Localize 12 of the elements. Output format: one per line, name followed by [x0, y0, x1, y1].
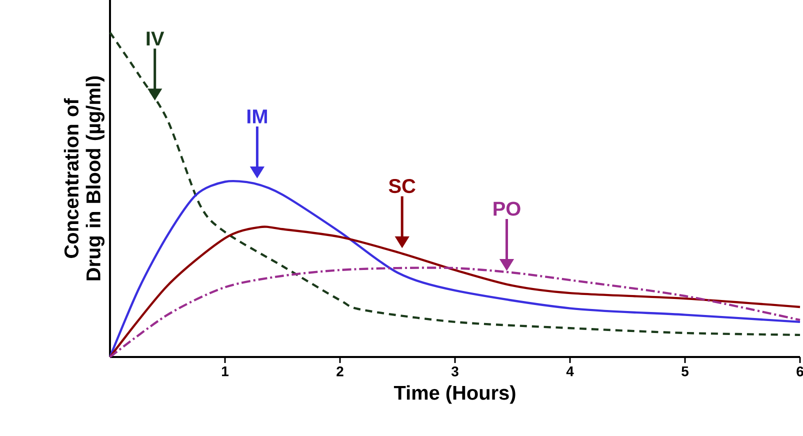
annotation: IV — [146, 32, 164, 46]
x-tick-label: 6 — [796, 366, 803, 376]
x-tick-label: 2 — [336, 366, 344, 376]
annotation: SC — [388, 178, 416, 194]
y-axis-title: Concentration of Drug in Blood (µg/ml) — [64, 76, 104, 280]
annotation: PO — [494, 202, 520, 216]
x-tick-label: 1 — [222, 366, 228, 376]
annotation: IM — [247, 110, 267, 124]
x-axis-title: Time (Hours) — [394, 385, 516, 404]
x-tick-label: 5 — [682, 366, 689, 376]
x-tick-label: 4 — [566, 366, 574, 376]
x-tick-label: 3 — [451, 366, 458, 376]
